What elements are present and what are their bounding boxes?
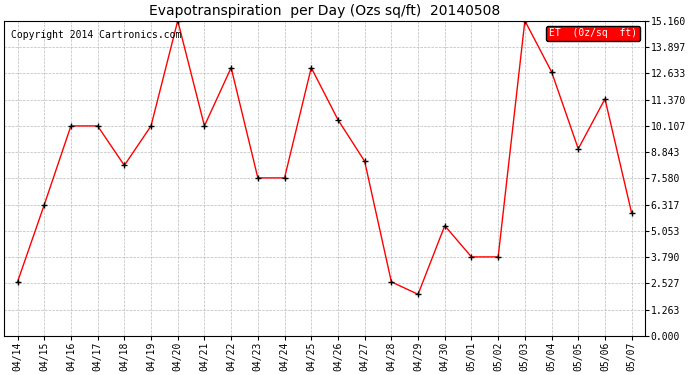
Title: Evapotranspiration  per Day (Ozs sq/ft)  20140508: Evapotranspiration per Day (Ozs sq/ft) 2… (149, 4, 500, 18)
Text: Copyright 2014 Cartronics.com: Copyright 2014 Cartronics.com (10, 30, 181, 40)
Legend: ET  (0z/sq  ft): ET (0z/sq ft) (546, 26, 640, 41)
